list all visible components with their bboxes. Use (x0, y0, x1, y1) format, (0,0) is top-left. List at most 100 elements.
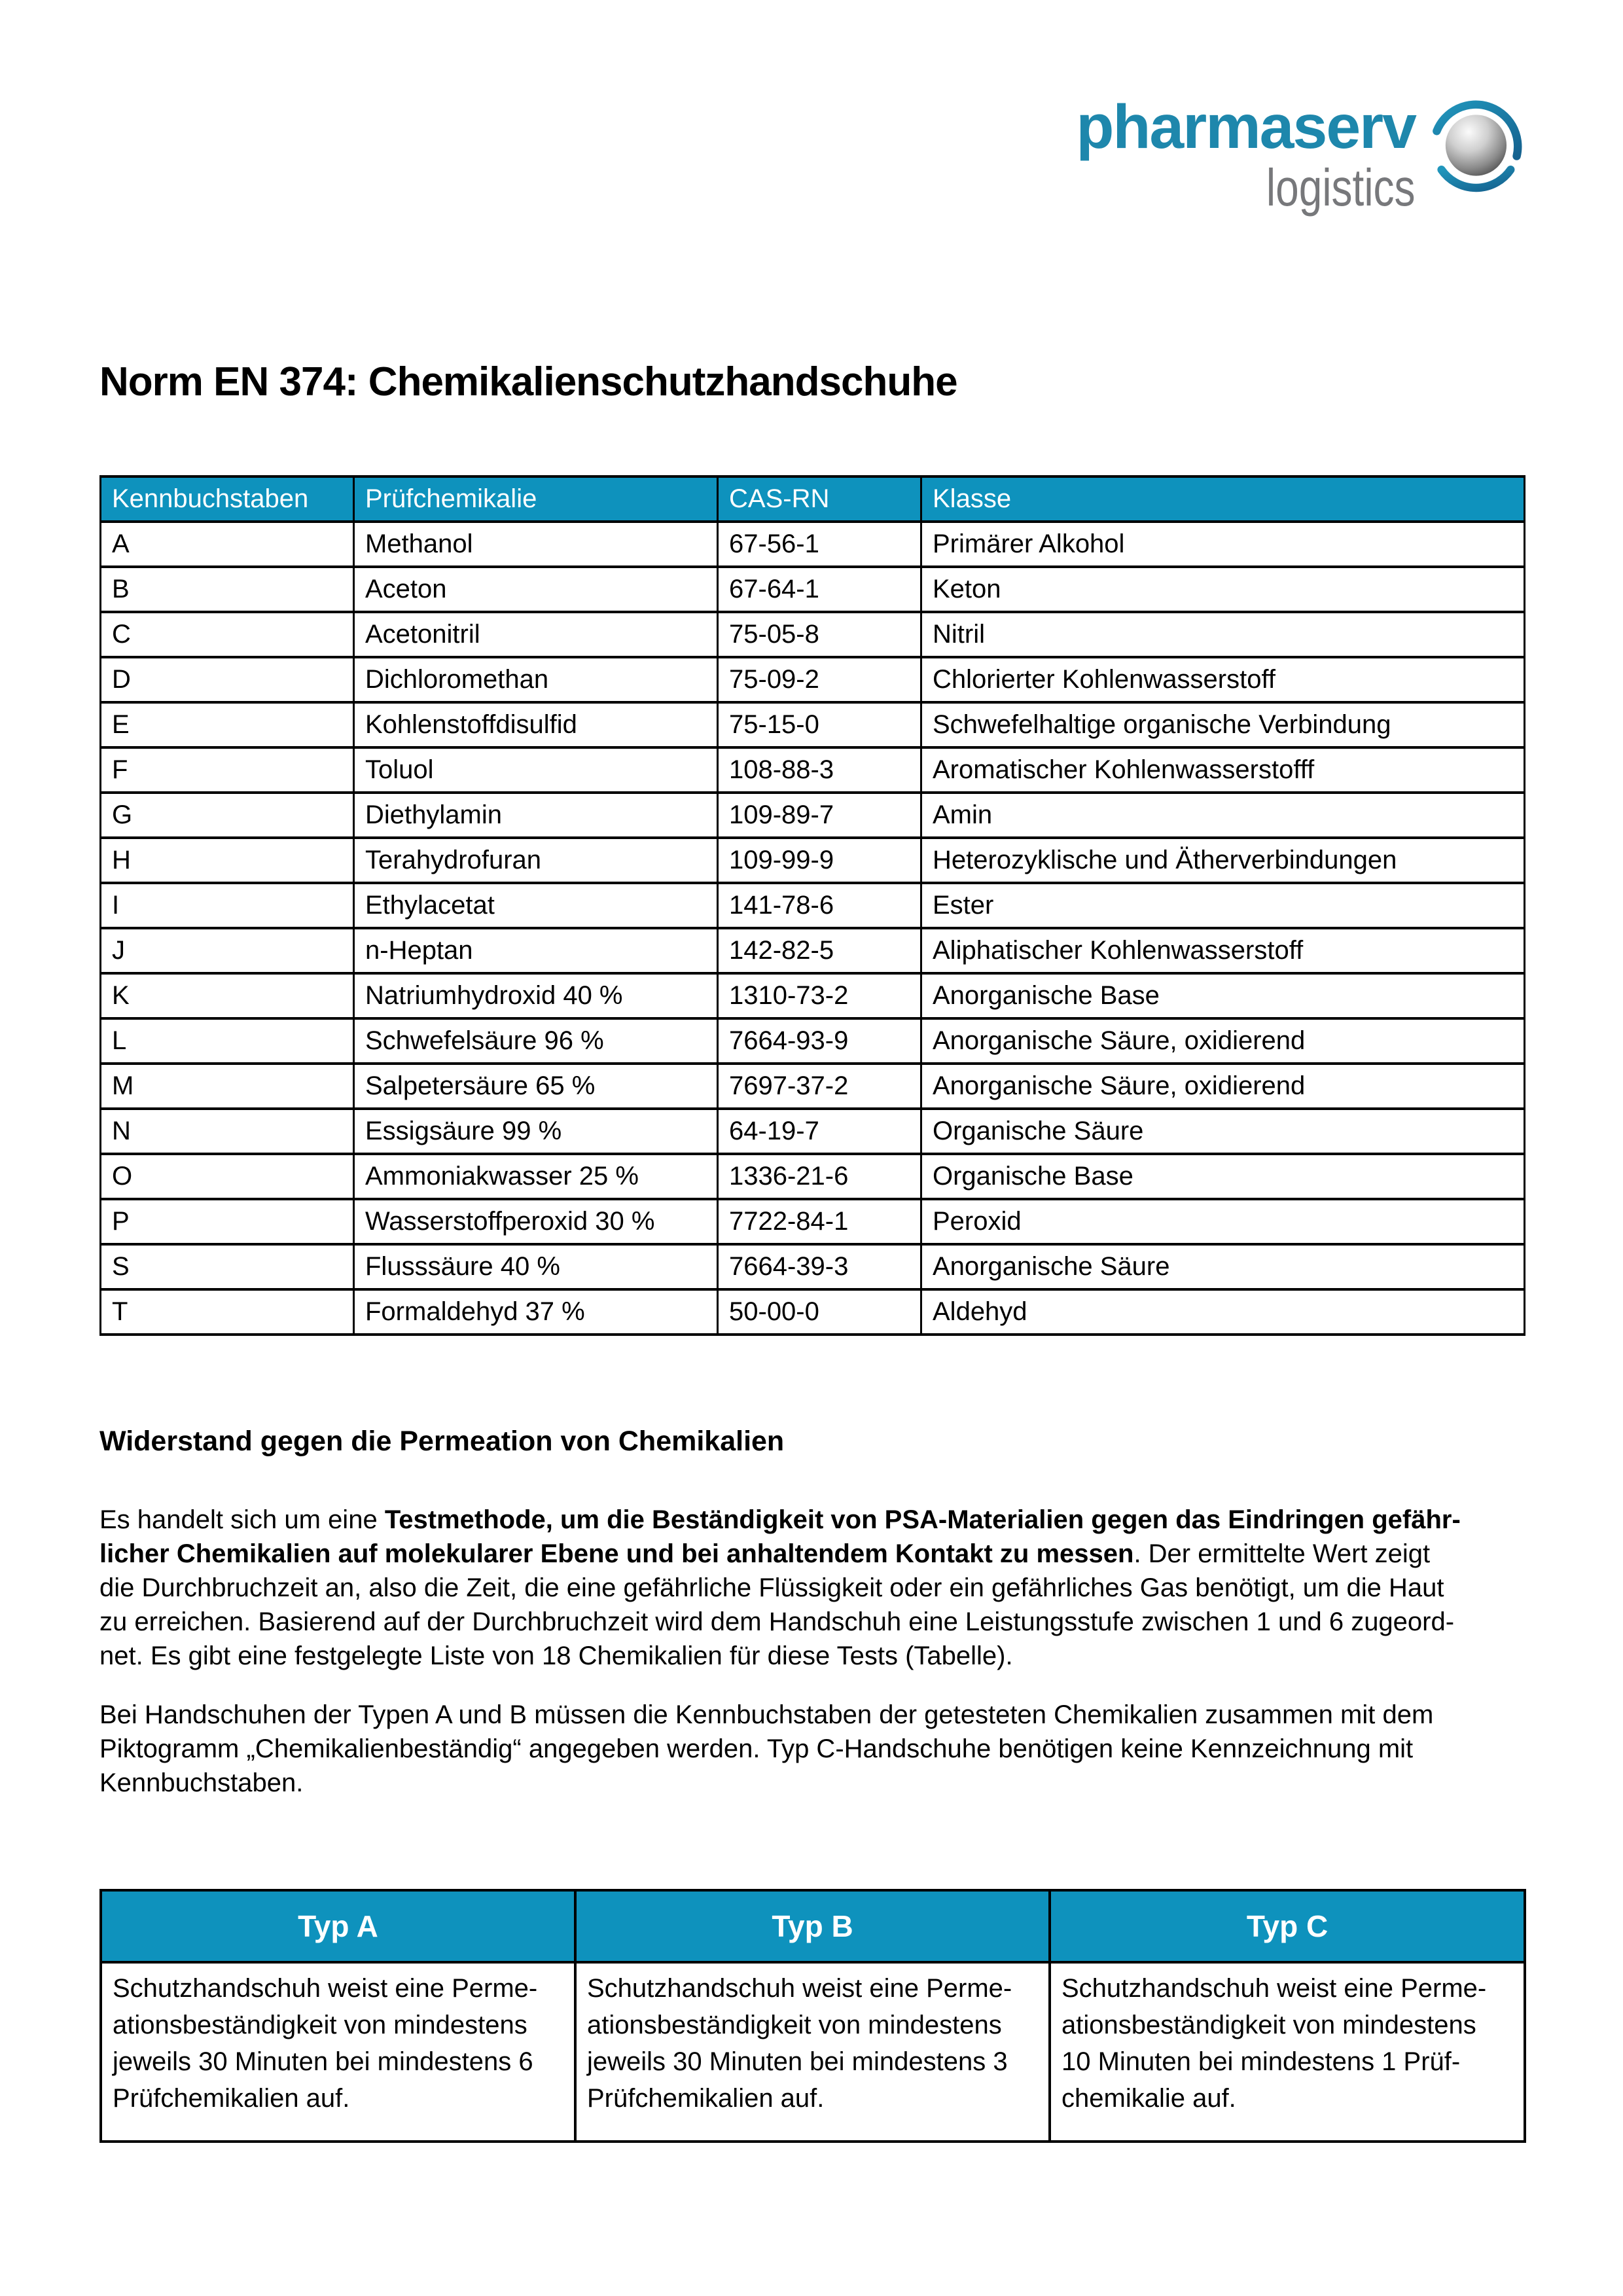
bold-text-segment: Testmethode, um die Beständigkeit von PS… (384, 1505, 1461, 1534)
table-cell: T (99, 1288, 355, 1336)
table-row: M Salpetersäure 65 % 7697-37-2 Anorganische… (99, 1062, 1525, 1110)
text-segment: Es handelt sich um eine (99, 1505, 385, 1534)
typ-header-cell: Typ B (574, 1889, 1051, 1964)
table-cell: Ammoniakwasser 25 % (353, 1153, 719, 1200)
typ-header-cell: Typ C (1048, 1889, 1526, 1964)
text-line: net. Es gibt eine festgelegte Liste von … (99, 1639, 1461, 1673)
logo-brand-text: pharmaserv (1076, 92, 1417, 162)
sphere-orbit-icon (1433, 100, 1522, 192)
text-segment: Schutzhandschuh weist eine Perme- (1061, 1974, 1487, 2003)
text-line: 10 Minuten bei mindestens 1 Prüf- (1061, 2043, 1514, 2080)
text-line: Schutzhandschuh weist eine Perme- (587, 1970, 1039, 2007)
paragraph-permeation: Es handelt sich um eine Testmethode, um … (99, 1503, 1461, 1673)
typ-header-cell: Typ A (99, 1889, 577, 1964)
table-cell: Schwefelhaltige organische Verbindung (920, 701, 1525, 749)
text-line: chemikalie auf. (1061, 2080, 1514, 2117)
table-cell: Anorganische Säure (920, 1243, 1525, 1291)
table-row: H Terahydrofuran 109-99-9 Heterozyklische u… (99, 836, 1525, 884)
text-segment: ationsbeständigkeit von mindestens (1061, 2011, 1476, 2039)
table-cell: Ester (920, 882, 1525, 929)
typ-body-cell: Schutzhandschuh weist eine Perme-ationsb… (99, 1961, 577, 2143)
table-row: I Ethylacetat 141-78-6 Ester (99, 882, 1525, 929)
table-row: G Diethylamin 109-89-7 Amin (99, 791, 1525, 839)
glove-type-table: Typ A Typ B Typ C Schutzhandschuh weist ei… (99, 1889, 1526, 2143)
table-cell: H (99, 836, 355, 884)
table-cell: Chlorierter Kohlenwasserstoff (920, 656, 1525, 704)
typ-table-body-row: Schutzhandschuh weist eine Perme-ationsb… (99, 1961, 1526, 2143)
table-cell: Aromatischer Kohlenwasserstofff (920, 746, 1525, 794)
paragraph-kennzeichnung: Bei Handschuhen der Typen A und B müssen… (99, 1698, 1433, 1800)
text-segment: Prüfchemikalien auf. (587, 2084, 825, 2113)
table-cell: Schwefelsäure 96 % (353, 1017, 719, 1065)
table-cell: 7697-37-2 (717, 1062, 922, 1110)
text-segment: . Der ermittelte Wert zeigt (1133, 1539, 1431, 1568)
text-segment: chemikalie auf. (1061, 2084, 1236, 2113)
table-cell: A (99, 520, 355, 568)
text-line: Schutzhandschuh weist eine Perme- (1061, 1970, 1514, 2007)
chem-header-cell: Kennbuchstaben (99, 475, 355, 523)
table-cell: Peroxid (920, 1198, 1525, 1246)
text-line: ationsbeständigkeit von mindestens (113, 2007, 565, 2043)
section-heading: Widerstand gegen die Permeation von Chem… (99, 1426, 785, 1457)
table-row: F Toluol 108-88-3 Aromatischer Kohlenwasser… (99, 746, 1525, 794)
typ-table-header-row: Typ A Typ B Typ C (99, 1889, 1526, 1964)
text-segment: 10 Minuten bei mindestens 1 Prüf- (1061, 2047, 1461, 2076)
company-logo: pharmaserv logistics (1076, 92, 1525, 214)
table-cell: Ethylacetat (353, 882, 719, 929)
table-row: C Acetonitril 75-05-8 Nitril (99, 611, 1525, 658)
table-cell: Flusssäure 40 % (353, 1243, 719, 1291)
table-cell: Salpetersäure 65 % (353, 1062, 719, 1110)
table-cell: Anorganische Base (920, 972, 1525, 1020)
table-cell: Toluol (353, 746, 719, 794)
text-line: Schutzhandschuh weist eine Perme- (113, 1970, 565, 2007)
text-line: Prüfchemikalien auf. (113, 2080, 565, 2117)
page-title: Norm EN 374: Chemikalienschutzhandschuhe (99, 359, 958, 404)
text-segment: die Durchbruchzeit an, also die Zeit, di… (99, 1573, 1444, 1602)
text-segment: Prüfchemikalien auf. (113, 2084, 350, 2113)
table-row: B Aceton 67-64-1 Keton (99, 565, 1525, 613)
table-cell: Formaldehyd 37 % (353, 1288, 719, 1336)
table-cell: J (99, 927, 355, 975)
table-cell: Primärer Alkohol (920, 520, 1525, 568)
table-row: L Schwefelsäure 96 % 7664-93-9 Anorganische… (99, 1017, 1525, 1065)
table-cell: Aldehyd (920, 1288, 1525, 1336)
chem-header-cell: Klasse (920, 475, 1525, 523)
text-line: die Durchbruchzeit an, also die Zeit, di… (99, 1571, 1461, 1605)
table-cell: 108-88-3 (717, 746, 922, 794)
table-cell: 109-89-7 (717, 791, 922, 839)
text-segment: Kennbuchstaben. (99, 1768, 304, 1797)
chem-table-body: A Methanol 67-56-1 Primärer Alkohol B Aceton 6… (99, 520, 1525, 1336)
table-cell: Aceton (353, 565, 719, 613)
bold-text-segment: licher Chemikalien auf molekularer Ebene… (99, 1539, 1134, 1568)
table-cell: Organische Base (920, 1153, 1525, 1200)
table-cell: P (99, 1198, 355, 1246)
text-segment: jeweils 30 Minuten bei mindestens 3 (587, 2047, 1008, 2076)
table-cell: Diethylamin (353, 791, 719, 839)
table-cell: 67-56-1 (717, 520, 922, 568)
table-cell: Wasserstoffperoxid 30 % (353, 1198, 719, 1246)
text-segment: ationsbeständigkeit von mindestens (113, 2011, 527, 2039)
text-line: Es handelt sich um eine Testmethode, um … (99, 1503, 1461, 1537)
text-line: jeweils 30 Minuten bei mindestens 6 (113, 2043, 565, 2080)
table-cell: I (99, 882, 355, 929)
table-row: E Kohlenstoffdisulfid 75-15-0 Schwefelhalti… (99, 701, 1525, 749)
table-cell: 142-82-5 (717, 927, 922, 975)
table-cell: Anorganische Säure, oxidierend (920, 1017, 1525, 1065)
table-cell: 75-15-0 (717, 701, 922, 749)
table-cell: C (99, 611, 355, 658)
table-cell: n-Heptan (353, 927, 719, 975)
text-segment: Piktogramm „Chemikalienbeständig“ angege… (99, 1734, 1414, 1763)
logo-text-block: pharmaserv logistics (1076, 92, 1417, 214)
table-cell: 7664-93-9 (717, 1017, 922, 1065)
table-cell: Methanol (353, 520, 719, 568)
table-cell: N (99, 1107, 355, 1155)
table-cell: D (99, 656, 355, 704)
chem-table-header-row: Kennbuchstaben Prüfchemikalie CAS-RN Klasse (99, 475, 1525, 523)
text-line: Prüfchemikalien auf. (587, 2080, 1039, 2117)
table-cell: F (99, 746, 355, 794)
table-cell: 7664-39-3 (717, 1243, 922, 1291)
table-cell: 1336-21-6 (717, 1153, 922, 1200)
table-cell: M (99, 1062, 355, 1110)
table-cell: K (99, 972, 355, 1020)
